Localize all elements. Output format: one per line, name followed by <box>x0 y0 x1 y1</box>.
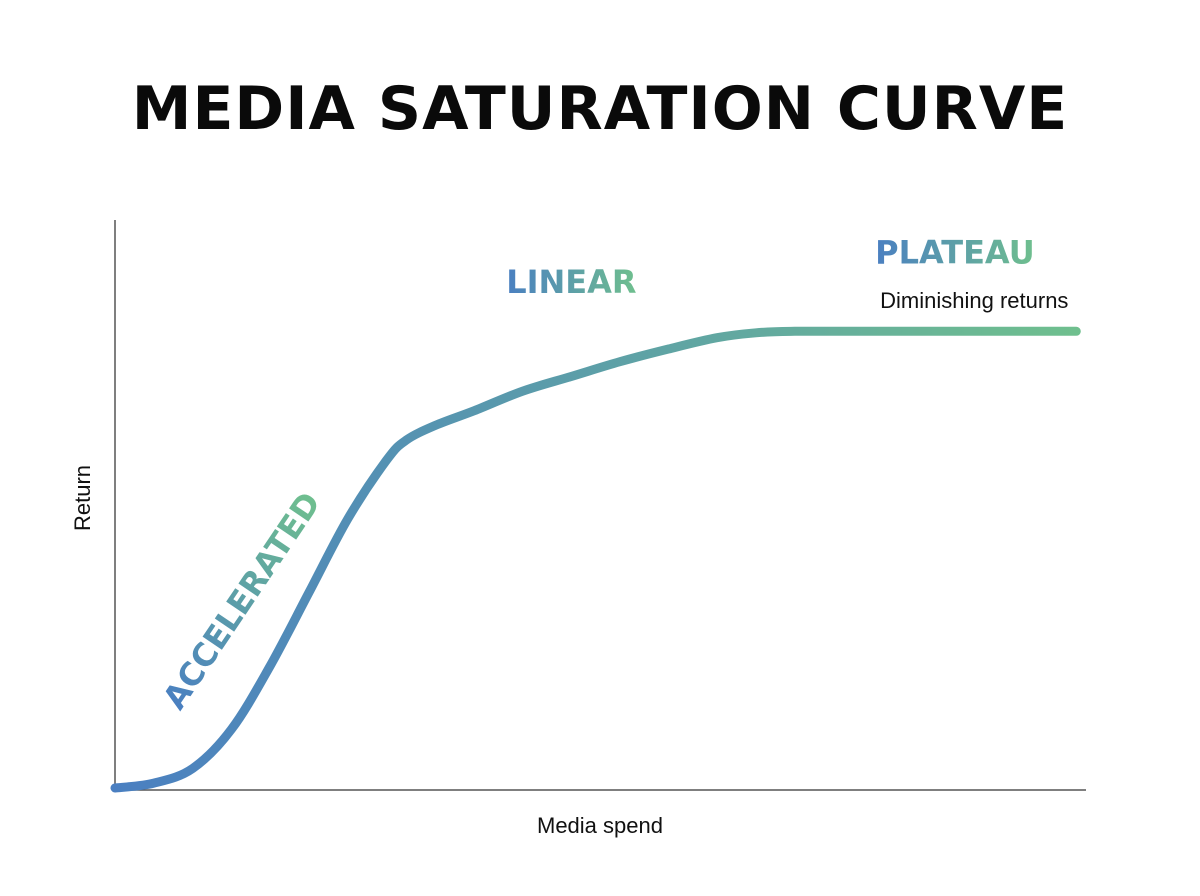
chart-title: MEDIA SATURATION CURVE <box>131 74 1069 144</box>
x-axis-label: Media spend <box>537 813 663 838</box>
y-axis-label: Return <box>70 465 95 531</box>
saturation-curve-line <box>110 326 1081 793</box>
annotation-linear: LINEAR <box>506 263 636 301</box>
annotation-plateau: PLATEAU <box>875 234 1035 272</box>
annotation-diminishing-returns: Diminishing returns <box>880 288 1068 313</box>
